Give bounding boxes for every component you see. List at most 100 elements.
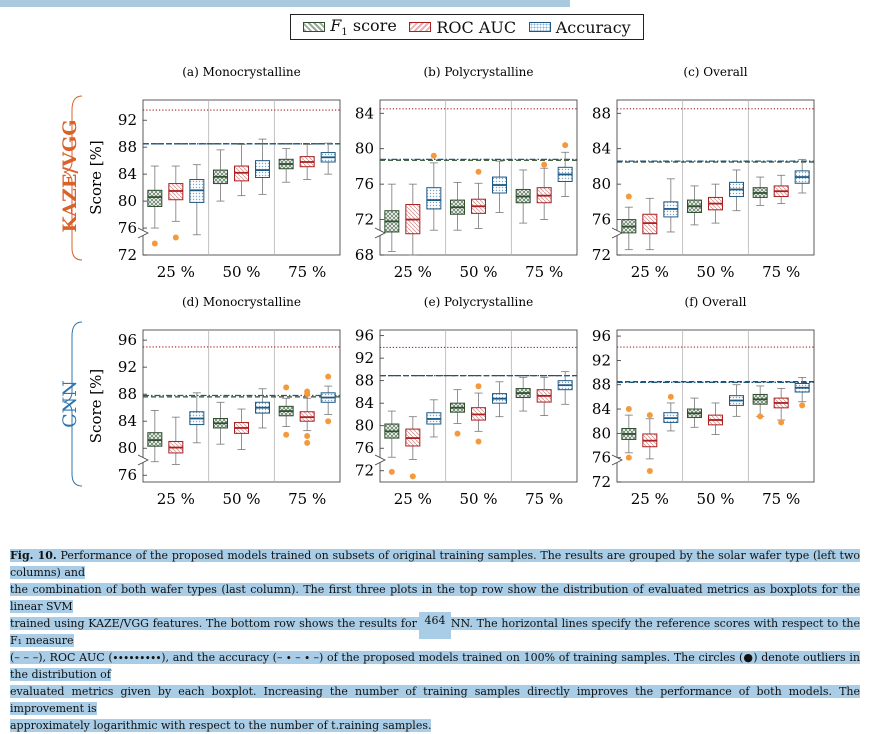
outlier-point	[541, 161, 548, 168]
y-axis-label: Score [%]	[87, 369, 105, 443]
boxplot-roc	[773, 174, 789, 205]
caption-line-4: evaluated metrics given by each boxplot.…	[10, 685, 860, 715]
boxplot-f1	[147, 409, 163, 463]
chart-panel-1: (b) Polycrystalline 68 72 76 80 84 25 % 50 % 75 …	[355, 65, 578, 281]
boxplot-roc	[536, 161, 552, 220]
y-tick-label: 84	[118, 165, 137, 183]
boxplot-accuracy	[729, 384, 744, 417]
legend-f1-sub: 1	[341, 27, 348, 39]
figure-caption: Fig. 10. Performance of the proposed mod…	[10, 547, 860, 734]
boxplot-roc	[642, 412, 658, 475]
boxplot-roc	[405, 183, 421, 256]
outlier-point	[475, 168, 482, 175]
x-tick-label: 75 %	[762, 263, 800, 281]
chart-title: (a) Monocrystalline	[182, 65, 301, 79]
boxplot-accuracy	[557, 371, 573, 405]
y-tick-label: 84	[355, 394, 374, 412]
y-tick-label: 80	[355, 140, 374, 158]
outlier-point	[151, 240, 158, 247]
outlier-point	[325, 373, 332, 380]
y-tick-label: 84	[592, 400, 611, 418]
x-tick-label: 25 %	[157, 263, 195, 281]
boxplot-accuracy	[255, 388, 270, 429]
legend-acc: Accuracy	[528, 18, 631, 37]
boxplot-accuracy	[189, 164, 205, 236]
outlier-point	[475, 383, 482, 390]
legend-f1-swatch	[303, 22, 326, 32]
boxplot-roc	[168, 416, 184, 465]
boxplot-f1	[450, 181, 465, 231]
plot-frame	[616, 329, 815, 483]
kaze-brace	[63, 95, 83, 261]
boxplot-f1	[384, 183, 400, 252]
legend-roc: ROC AUC	[409, 18, 516, 37]
outlier-point	[454, 430, 461, 437]
row-label-cnn: CNN	[59, 380, 81, 428]
y-tick-label: 80	[118, 439, 137, 457]
legend-roc-swatch	[409, 22, 432, 32]
page-number: 464	[419, 612, 451, 639]
outlier-point	[667, 393, 674, 400]
boxplot-roc	[234, 144, 249, 197]
axis-break-mark	[137, 454, 149, 466]
y-tick-label: 96	[592, 327, 611, 345]
row-label-kaze: KAZE/VGG	[59, 120, 81, 233]
y-tick-label: 92	[592, 351, 611, 369]
outlier-point	[388, 468, 395, 475]
y-tick-label: 80	[592, 424, 611, 442]
y-axis-label: Score [%]	[87, 140, 105, 214]
boxplot-f1	[213, 149, 228, 202]
boxplot-roc	[536, 376, 552, 416]
boxplot-f1	[515, 376, 531, 412]
boxplot-f1	[687, 397, 702, 428]
outlier-point	[430, 152, 437, 159]
chart-title: (d) Monocrystalline	[182, 295, 301, 309]
y-tick-label: 80	[355, 417, 374, 435]
boxplot-roc	[773, 387, 789, 426]
y-tick-label: 76	[592, 211, 611, 229]
boxplot-f1	[752, 176, 768, 206]
x-tick-label: 25 %	[631, 263, 669, 281]
y-tick-label: 76	[118, 466, 137, 484]
y-tick-label: 84	[355, 104, 374, 122]
boxplot-accuracy	[794, 158, 810, 194]
boxplot-roc	[708, 183, 723, 224]
boxplot-accuracy	[426, 152, 442, 231]
y-tick-label: 84	[118, 412, 137, 430]
boxplot-roc	[708, 402, 723, 435]
y-tick-label: 80	[118, 192, 137, 210]
boxplot-f1	[687, 185, 702, 226]
outlier-point	[325, 418, 332, 425]
axis-break-mark	[611, 454, 623, 466]
legend-f1-label: score	[352, 15, 397, 35]
y-tick-label: 92	[355, 349, 374, 367]
plot-frame	[616, 99, 815, 256]
boxplot-roc	[299, 144, 315, 180]
caption-line-0: Performance of the proposed models train…	[10, 549, 860, 579]
y-tick-label: 80	[592, 175, 611, 193]
axis-break-mark	[374, 454, 386, 466]
y-tick-label: 84	[592, 140, 611, 158]
caption-line-3: (– – –), ROC AUC (∙∙∙∙∙∙∙∙∙), and the ac…	[10, 651, 860, 681]
y-tick-label: 72	[592, 473, 611, 491]
plot-frame	[142, 329, 341, 483]
chart-panel-5: (f) Overall 72 76 80 84 88 92 96 25 % 50 % 75 %	[592, 295, 815, 508]
y-tick-label: 92	[118, 358, 137, 376]
chart-title: (f) Overall	[685, 295, 747, 309]
y-tick-label: 96	[355, 327, 374, 345]
x-tick-label: 50 %	[696, 490, 734, 508]
chart-panel-3: (d) Monocrystalline 76 80 84 88 92 96 Score [%]…	[87, 295, 341, 508]
y-tick-label: 76	[592, 449, 611, 467]
x-tick-label: 75 %	[525, 490, 563, 508]
legend-f1-symbol: F	[330, 15, 342, 35]
y-tick-label: 72	[592, 246, 611, 264]
y-tick-label: 96	[118, 331, 137, 349]
x-tick-label: 50 %	[222, 263, 260, 281]
outlier-point	[172, 234, 179, 241]
plot-frame	[142, 99, 341, 256]
chart-panel-4: (e) Polycrystalline 72 76 80 84 88 92 96 25 % 50 …	[355, 295, 578, 508]
boxplot-roc	[234, 408, 249, 450]
y-tick-label: 76	[118, 219, 137, 237]
outlier-point	[757, 413, 764, 420]
boxplot-accuracy	[255, 138, 270, 195]
